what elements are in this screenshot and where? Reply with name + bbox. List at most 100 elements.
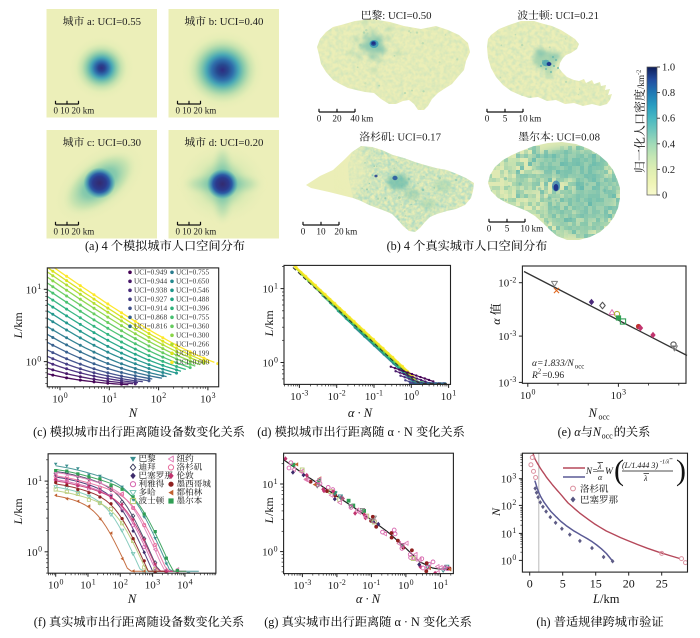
- svg-text:10: 10: [48, 580, 60, 592]
- svg-text:W: W: [605, 467, 614, 477]
- svg-text:0: 0: [60, 578, 64, 587]
- svg-text:L: L: [11, 517, 25, 525]
- svg-text:1.0: 1.0: [662, 63, 675, 74]
- svg-text:(a) 4: (a) 4: [85, 239, 111, 253]
- svg-text:10: 10: [80, 580, 92, 592]
- svg-text:0: 0: [527, 577, 533, 591]
- svg-text:1: 1: [37, 282, 41, 291]
- svg-text:km: km: [362, 114, 374, 124]
- svg-text:10: 10: [26, 284, 38, 296]
- svg-text:0: 0: [415, 389, 419, 398]
- svg-text:UCI=0.949: UCI=0.949: [134, 268, 167, 277]
- svg-text:0 10 20 km: 0 10 20 km: [176, 227, 217, 237]
- svg-text:km: km: [346, 227, 358, 237]
- svg-text:0 10 20 km: 0 10 20 km: [54, 106, 95, 116]
- svg-text:0: 0: [410, 578, 414, 587]
- svg-text:UCI=0.360: UCI=0.360: [176, 322, 209, 331]
- svg-text:-3: -3: [510, 375, 517, 384]
- svg-text:20: 20: [623, 577, 635, 591]
- svg-text:c: UCI=0.30: c: UCI=0.30: [84, 137, 141, 149]
- svg-text:UCI=0.650: UCI=0.650: [176, 277, 209, 286]
- svg-text:0.2: 0.2: [662, 165, 675, 176]
- svg-text:10: 10: [498, 278, 510, 290]
- svg-text:3: 3: [156, 578, 160, 587]
- svg-text:1: 1: [274, 477, 278, 486]
- svg-text:L: L: [262, 329, 276, 337]
- svg-text:20: 20: [334, 227, 344, 237]
- svg-text:occ: occ: [599, 413, 611, 422]
- svg-text:2: 2: [162, 391, 166, 400]
- svg-text:/km: /km: [11, 498, 25, 517]
- svg-text:0: 0: [532, 388, 536, 397]
- svg-text:0: 0: [662, 191, 667, 202]
- svg-text:0: 0: [301, 227, 306, 237]
- svg-text:UCI=0.927: UCI=0.927: [134, 295, 167, 304]
- svg-text:N: N: [592, 425, 602, 439]
- svg-text:10: 10: [501, 500, 513, 512]
- svg-text:UCI=0.000: UCI=0.000: [176, 358, 209, 367]
- svg-text:α · N: α · N: [391, 615, 422, 629]
- svg-text:(d): (d): [257, 425, 274, 439]
- svg-text:occ: occ: [575, 364, 584, 371]
- svg-text:UCI=0.816: UCI=0.816: [134, 322, 167, 331]
- svg-text:10: 10: [316, 227, 326, 237]
- svg-text:40: 40: [350, 114, 360, 124]
- svg-text:0 10 20 km: 0 10 20 km: [176, 106, 217, 116]
- svg-text:10: 10: [113, 580, 125, 592]
- svg-text:3: 3: [212, 391, 216, 400]
- svg-text:0.4: 0.4: [662, 139, 676, 150]
- svg-text:10: 10: [404, 391, 416, 403]
- svg-text:0.6: 0.6: [662, 114, 675, 125]
- svg-text:10: 10: [26, 357, 38, 369]
- svg-text:2: 2: [538, 369, 542, 376]
- svg-text:R: R: [531, 371, 538, 381]
- svg-text:km: km: [530, 114, 542, 124]
- svg-text:: UCI=0.17: : UCI=0.17: [392, 132, 442, 144]
- svg-text:(f): (f): [34, 615, 49, 629]
- svg-text:10: 10: [328, 391, 340, 403]
- svg-text:/km: /km: [262, 497, 276, 516]
- svg-text:10: 10: [365, 391, 377, 403]
- svg-text:2: 2: [124, 578, 128, 587]
- svg-text:5: 5: [505, 224, 510, 234]
- svg-text:(c): (c): [33, 425, 50, 439]
- svg-text:occ: occ: [602, 432, 614, 441]
- svg-text:(g): (g): [264, 615, 281, 629]
- svg-text:UCI=0.396: UCI=0.396: [176, 304, 209, 313]
- svg-text:-2: -2: [636, 70, 643, 75]
- svg-text:10: 10: [52, 393, 64, 405]
- svg-text:α · N: α · N: [384, 425, 415, 439]
- svg-text:10: 10: [263, 284, 275, 296]
- svg-text:10: 10: [433, 580, 445, 592]
- svg-text:-2: -2: [510, 276, 517, 285]
- svg-text:UCI=0.938: UCI=0.938: [134, 286, 167, 295]
- svg-text:α · N: α · N: [356, 592, 381, 606]
- svg-text:10: 10: [145, 580, 157, 592]
- svg-text:3: 3: [622, 388, 626, 397]
- svg-text:α: α: [489, 315, 503, 324]
- svg-text:10: 10: [520, 390, 532, 402]
- svg-text:1: 1: [92, 578, 96, 587]
- svg-text:UCI=0.300: UCI=0.300: [176, 331, 209, 340]
- svg-text:10: 10: [293, 580, 305, 592]
- svg-text:0: 0: [317, 114, 322, 124]
- svg-text:10: 10: [151, 393, 163, 405]
- svg-text:UCI=0.944: UCI=0.944: [134, 277, 167, 286]
- svg-text:UCI=0.755: UCI=0.755: [176, 268, 209, 277]
- svg-text:25: 25: [656, 577, 668, 591]
- svg-text:10: 10: [501, 528, 513, 540]
- svg-text:UCI=0.546: UCI=0.546: [176, 286, 209, 295]
- svg-text:L: L: [11, 331, 25, 339]
- svg-text:N: N: [566, 359, 574, 369]
- svg-text:/km: /km: [600, 592, 620, 606]
- svg-text:UCI=0.266: UCI=0.266: [176, 340, 209, 349]
- svg-text:0: 0: [274, 355, 278, 364]
- svg-text:0: 0: [274, 544, 278, 553]
- svg-text:2: 2: [512, 498, 516, 507]
- svg-text:-1: -1: [374, 578, 381, 587]
- svg-text:α: α: [574, 425, 581, 439]
- svg-text:0: 0: [512, 553, 516, 562]
- svg-text:b: UCI=0.40: b: UCI=0.40: [206, 16, 263, 28]
- svg-text:L: L: [592, 592, 600, 606]
- svg-text:10: 10: [518, 114, 528, 124]
